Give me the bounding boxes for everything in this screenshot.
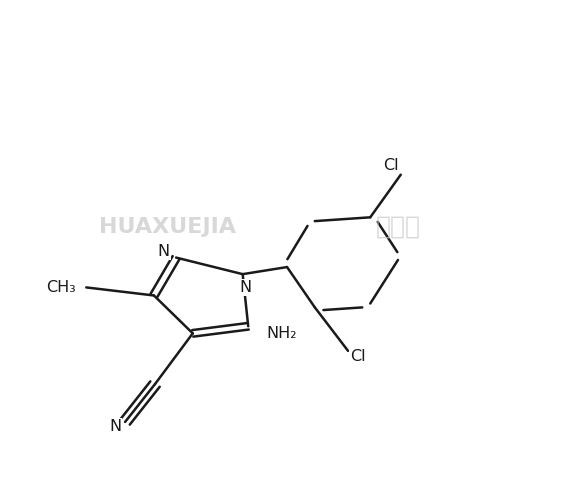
Text: 化学加: 化学加 xyxy=(376,215,421,239)
Text: NH₂: NH₂ xyxy=(266,326,297,341)
Text: HUAXUEJIA: HUAXUEJIA xyxy=(99,217,236,237)
Text: N: N xyxy=(109,419,121,434)
Text: CH₃: CH₃ xyxy=(46,280,76,295)
Text: Cl: Cl xyxy=(383,158,399,173)
Text: N: N xyxy=(158,244,170,259)
Text: Cl: Cl xyxy=(350,349,366,364)
Text: N: N xyxy=(239,280,252,295)
